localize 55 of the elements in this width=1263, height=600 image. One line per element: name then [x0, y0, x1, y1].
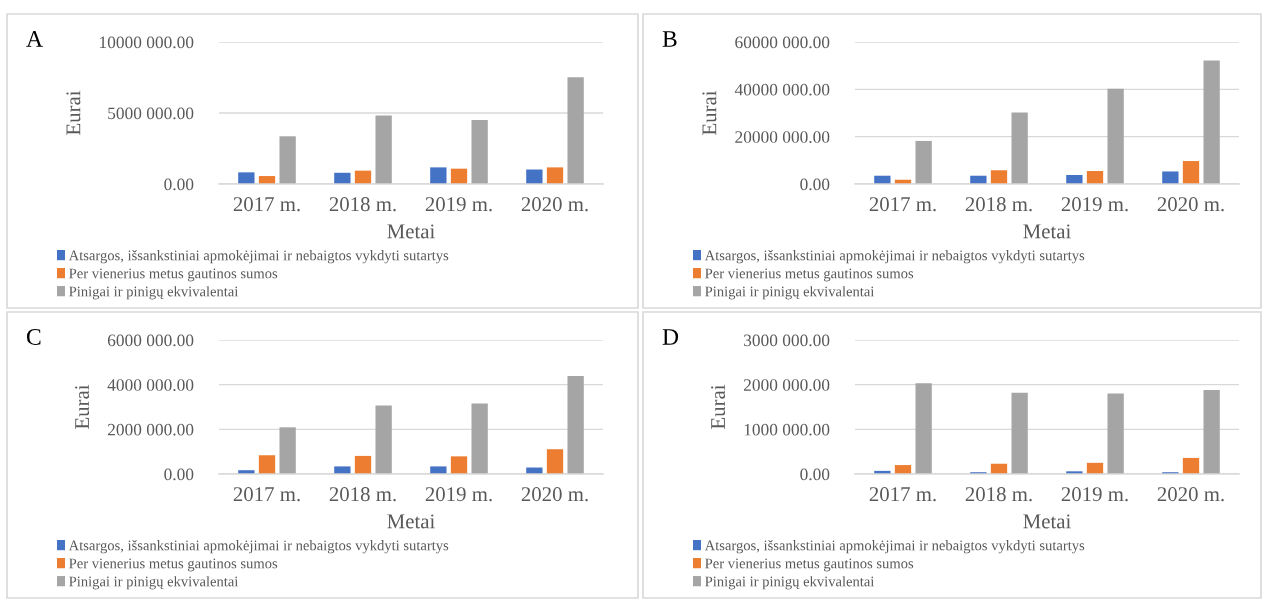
y-axis-title: Eurai — [702, 90, 717, 135]
y-tick-label: 2000 000.00 — [743, 379, 830, 391]
y-tick-label: 20000 000.00 — [735, 131, 830, 143]
y-tick-label: 1000 000.00 — [744, 423, 830, 436]
y-tick-label: 0.00 — [800, 468, 830, 481]
x-tick-label: 2017 m. — [233, 197, 300, 212]
y-tick-label: 40000 000.00 — [734, 83, 830, 96]
legend-label: Per vienerius metus gautinos sumos — [705, 268, 914, 282]
y-tick-label: 5000 000.00 — [108, 107, 194, 120]
legend-label: Pinigai ir pinigų ekvivalentai — [705, 576, 875, 590]
y-axis-title: Eurai — [75, 384, 90, 429]
x-axis-title: Metai — [387, 224, 435, 239]
x-tick-label: 2020 m. — [521, 487, 588, 502]
chart-title: D — [662, 329, 679, 345]
legend-label: Pinigai ir pinigų ekvivalentai — [705, 286, 875, 300]
y-tick-label: 10000 000.00 — [100, 36, 194, 49]
x-tick-label: 2020 m. — [1157, 487, 1224, 502]
y-tick-label: 0.00 — [164, 178, 194, 191]
x-tick-label: 2019 m. — [425, 197, 492, 212]
y-tick-label: 0.00 — [800, 178, 830, 191]
y-axis-title: Eurai — [66, 90, 81, 135]
x-tick-label: 2018 m. — [329, 197, 396, 212]
chart-title: C — [26, 329, 41, 345]
x-tick-label: 2017 m. — [233, 487, 300, 502]
x-tick-label: 2019 m. — [1061, 487, 1128, 502]
x-axis-title: Metai — [1023, 514, 1071, 529]
x-tick-label: 2019 m. — [425, 487, 492, 502]
x-tick-label: 2020 m. — [521, 197, 588, 212]
y-tick-label: 60000 000.00 — [735, 36, 830, 49]
legend-label: Per vienerius metus gautinos sumos — [69, 268, 278, 282]
x-tick-label: 2018 m. — [329, 487, 396, 502]
legend-label: Atsargos, išsankstiniai apmokėjimai ir nebaigtos vykdyti sutartys — [68, 250, 449, 264]
y-tick-label: 2000 000.00 — [107, 423, 194, 436]
y-tick-label: 0.00 — [164, 468, 194, 481]
legend-label: Per vienerius metus gautinos sumos — [705, 558, 914, 572]
y-tick-label: 4000 000.00 — [107, 379, 194, 391]
chart-title: B — [662, 31, 677, 47]
x-tick-label: 2017 m. — [869, 197, 936, 212]
x-tick-label: 2017 m. — [869, 487, 936, 502]
x-tick-label: 2018 m. — [965, 197, 1032, 212]
x-tick-label: 2020 m. — [1157, 197, 1224, 212]
legend-label: Atsargos, išsankstiniai apmokėjimai ir nebaigtos vykdyti sutartys — [704, 250, 1085, 264]
x-tick-label: 2018 m. — [965, 487, 1032, 502]
legend-label: Per vienerius metus gautinos sumos — [69, 558, 278, 572]
legend-label: Pinigai ir pinigų ekvivalentai — [69, 576, 239, 590]
chart-title: A — [26, 31, 43, 47]
y-tick-label: 3000 000.00 — [744, 334, 830, 347]
x-tick-label: 2019 m. — [1061, 197, 1128, 212]
legend-label: Atsargos, išsankstiniai apmokėjimai ir nebaigtos vykdyti sutartys — [704, 540, 1085, 554]
legend-label: Atsargos, išsankstiniai apmokėjimai ir nebaigtos vykdyti sutartys — [68, 540, 449, 554]
x-axis-title: Metai — [1023, 224, 1071, 239]
x-axis-title: Metai — [387, 514, 435, 529]
legend-label: Pinigai ir pinigų ekvivalentai — [69, 286, 239, 300]
y-tick-label: 6000 000.00 — [107, 334, 194, 347]
y-axis-title: Eurai — [711, 384, 726, 429]
